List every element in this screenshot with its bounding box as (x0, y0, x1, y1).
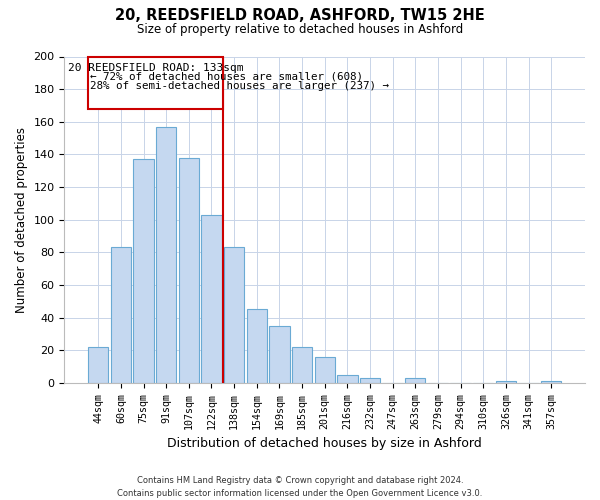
Text: 20 REEDSFIELD ROAD: 133sqm: 20 REEDSFIELD ROAD: 133sqm (68, 63, 243, 73)
Bar (247, 310, 267, 383)
Bar (541, 382, 562, 383)
Bar (88, 347, 109, 383)
Bar (201, 215, 221, 383)
Bar (224, 248, 244, 383)
Text: Contains HM Land Registry data © Crown copyright and database right 2024.
Contai: Contains HM Land Registry data © Crown c… (118, 476, 482, 498)
Text: ← 72% of detached houses are smaller (608): ← 72% of detached houses are smaller (60… (91, 71, 364, 81)
Bar (360, 378, 380, 383)
Bar (269, 326, 290, 383)
Text: 28% of semi-detached houses are larger (237) →: 28% of semi-detached houses are larger (… (91, 81, 389, 91)
Bar (496, 382, 516, 383)
Bar (179, 158, 199, 383)
Bar (292, 347, 312, 383)
Bar (111, 248, 131, 383)
X-axis label: Distribution of detached houses by size in Ashford: Distribution of detached houses by size … (167, 437, 482, 450)
Bar (133, 160, 154, 383)
Bar (156, 126, 176, 383)
Y-axis label: Number of detached properties: Number of detached properties (15, 126, 28, 312)
Bar (314, 357, 335, 383)
Text: 20, REEDSFIELD ROAD, ASHFORD, TW15 2HE: 20, REEDSFIELD ROAD, ASHFORD, TW15 2HE (115, 8, 485, 22)
Text: Size of property relative to detached houses in Ashford: Size of property relative to detached ho… (137, 22, 463, 36)
Bar (405, 378, 425, 383)
Bar (337, 375, 358, 383)
FancyBboxPatch shape (88, 56, 223, 108)
